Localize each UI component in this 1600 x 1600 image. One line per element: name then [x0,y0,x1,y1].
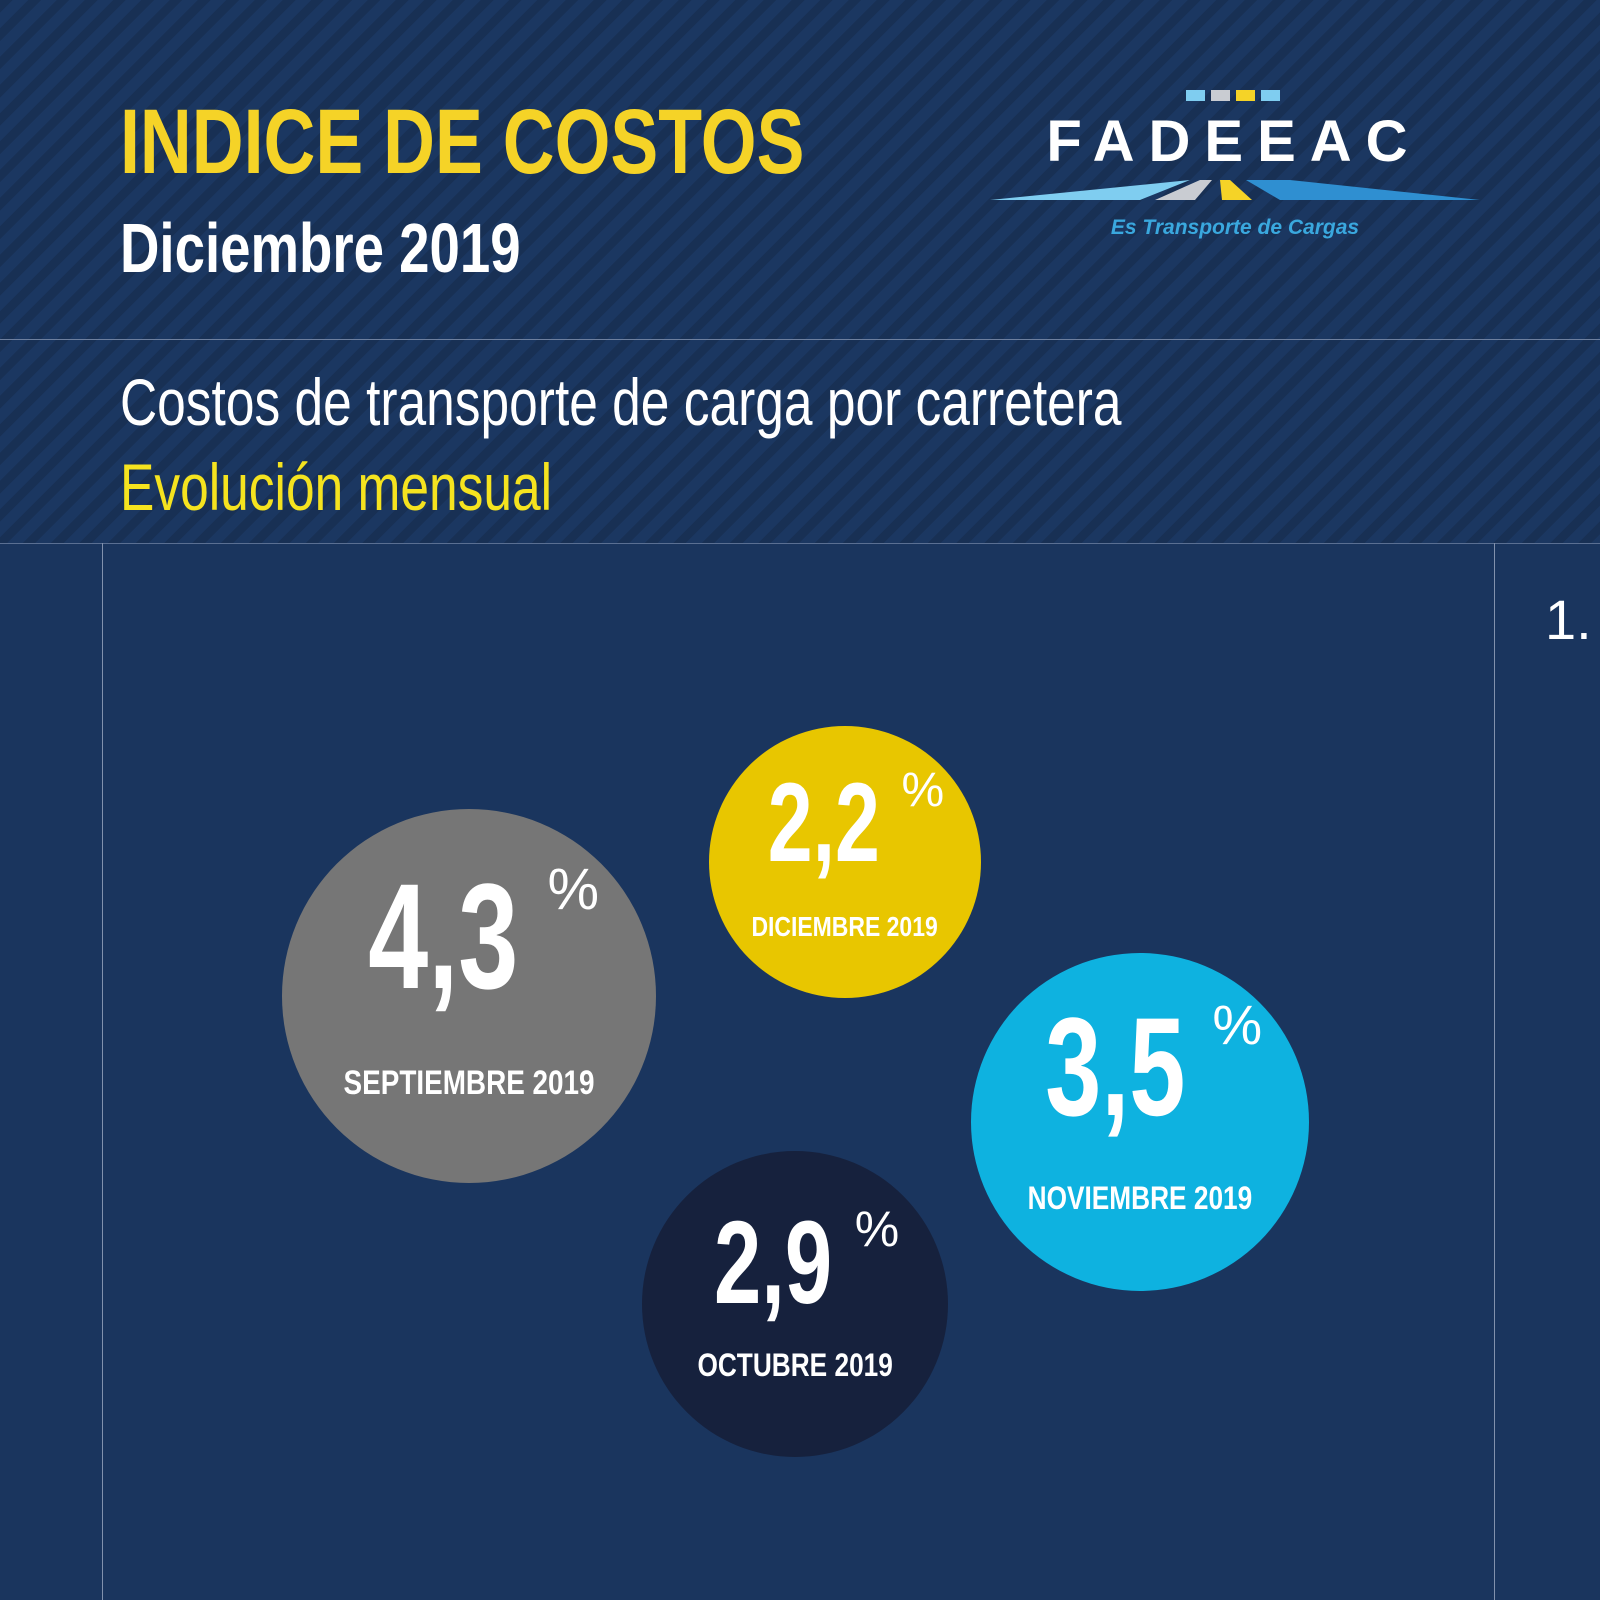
logo-top-block-3 [1236,90,1255,101]
header-divider [0,339,1600,340]
bubble-value: 4,3% [282,852,656,1020]
chart-description-highlight: Evolución mensual [120,450,553,524]
logo-road-left [990,180,1190,200]
bubble-label: DICIEMBRE 2019 [751,911,939,942]
frame-left-line [102,543,103,1600]
frame-marker: 1. [1545,588,1592,651]
bubble-value-number: 2,9 [713,1197,832,1329]
bubble-value: 3,5% [971,997,1309,1137]
logo-top-block-1 [1186,90,1205,101]
chart-description: Costos de transporte de carga por carret… [120,365,1122,439]
fadeeac-logo: FADEEAC Es Transporte de Cargas [990,86,1480,246]
logo-road-right [1246,180,1480,200]
logo-top-block-2 [1211,90,1230,101]
bubble-value: 2,2% [709,767,981,879]
bubble-value-unit: % [547,857,600,922]
bubble-value-number: 3,5 [1045,988,1186,1145]
bubble-value-unit: % [1212,993,1263,1056]
bubble-label: NOVIEMBRE 2019 [1027,1180,1253,1216]
bubble-label: SEPTIEMBRE 2019 [343,1064,595,1102]
logo-tagline: Es Transporte de Cargas [1110,216,1360,239]
bubble-value-number: 4,3 [368,852,519,1020]
bubble-value-unit: % [901,764,945,817]
bubble-value: 2,9% [642,1204,948,1322]
logo-wordmark: FADEEAC [1046,109,1422,174]
page-title: INDICE DE COSTOS [120,91,805,193]
bubble-value-unit: % [854,1201,900,1257]
bubble-octubre-2019: 2,9% OCTUBRE 2019 [642,1151,948,1457]
bubble-septiembre-2019: 4,3% SEPTIEMBRE 2019 [282,809,656,1183]
page-subtitle: Diciembre 2019 [120,209,521,287]
logo-road-graphic [990,90,1480,200]
logo-top-block-4 [1261,90,1280,101]
bubble-diciembre-2019: 2,2% DICIEMBRE 2019 [709,726,981,998]
logo-road-yellow [1220,180,1252,200]
bubble-label: OCTUBRE 2019 [697,1347,893,1383]
frame-right-line [1494,543,1495,1600]
header-banner: INDICE DE COSTOS Diciembre 2019 Costos d… [0,0,1600,544]
logo-road-gray [1155,180,1212,200]
bubble-value-number: 2,2 [767,760,880,885]
bubble-noviembre-2019: 3,5% NOVIEMBRE 2019 [971,953,1309,1291]
